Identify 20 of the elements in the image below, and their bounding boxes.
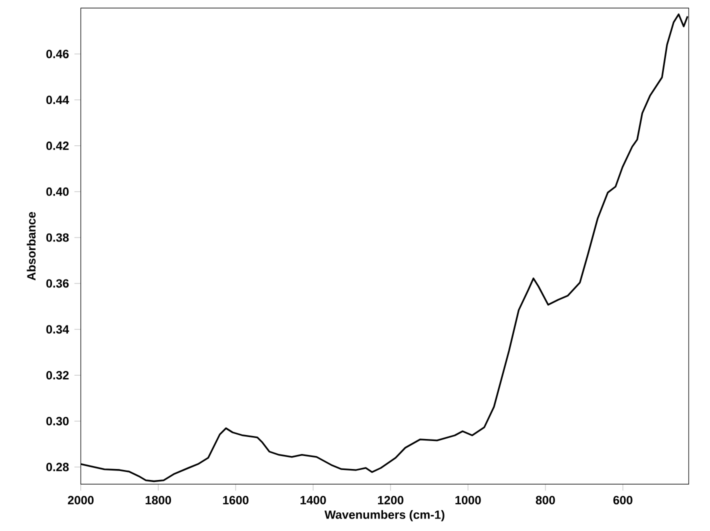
x-tick-label: 1000 — [455, 496, 481, 504]
y-axis-title: Absorbance — [26, 212, 36, 280]
y-tick-label: 0.32 — [46, 371, 69, 380]
x-tick-label: 600 — [613, 496, 632, 504]
x-axis-title: Wavenumbers (cm-1) — [324, 510, 444, 522]
y-tick-label: 0.42 — [46, 142, 69, 150]
y-tick-label: 0.30 — [46, 416, 69, 426]
x-tick-label: 1600 — [223, 496, 248, 504]
y-tick-label: 0.34 — [46, 325, 70, 334]
x-tick-label: 800 — [536, 496, 555, 504]
y-tick-label: 0.44 — [46, 96, 70, 104]
y-tick-label: 0.40 — [46, 187, 69, 196]
y-tick-label: 0.38 — [46, 233, 69, 242]
x-tick-label: 1200 — [378, 496, 404, 504]
x-tick-label: 1800 — [146, 496, 172, 504]
y-tick-label: 0.36 — [46, 279, 69, 288]
x-tick-label: 1400 — [300, 496, 326, 504]
y-tick-label: 0.46 — [46, 50, 69, 58]
y-tick-label: 0.28 — [46, 462, 69, 472]
x-tick-label: 2000 — [68, 496, 94, 504]
